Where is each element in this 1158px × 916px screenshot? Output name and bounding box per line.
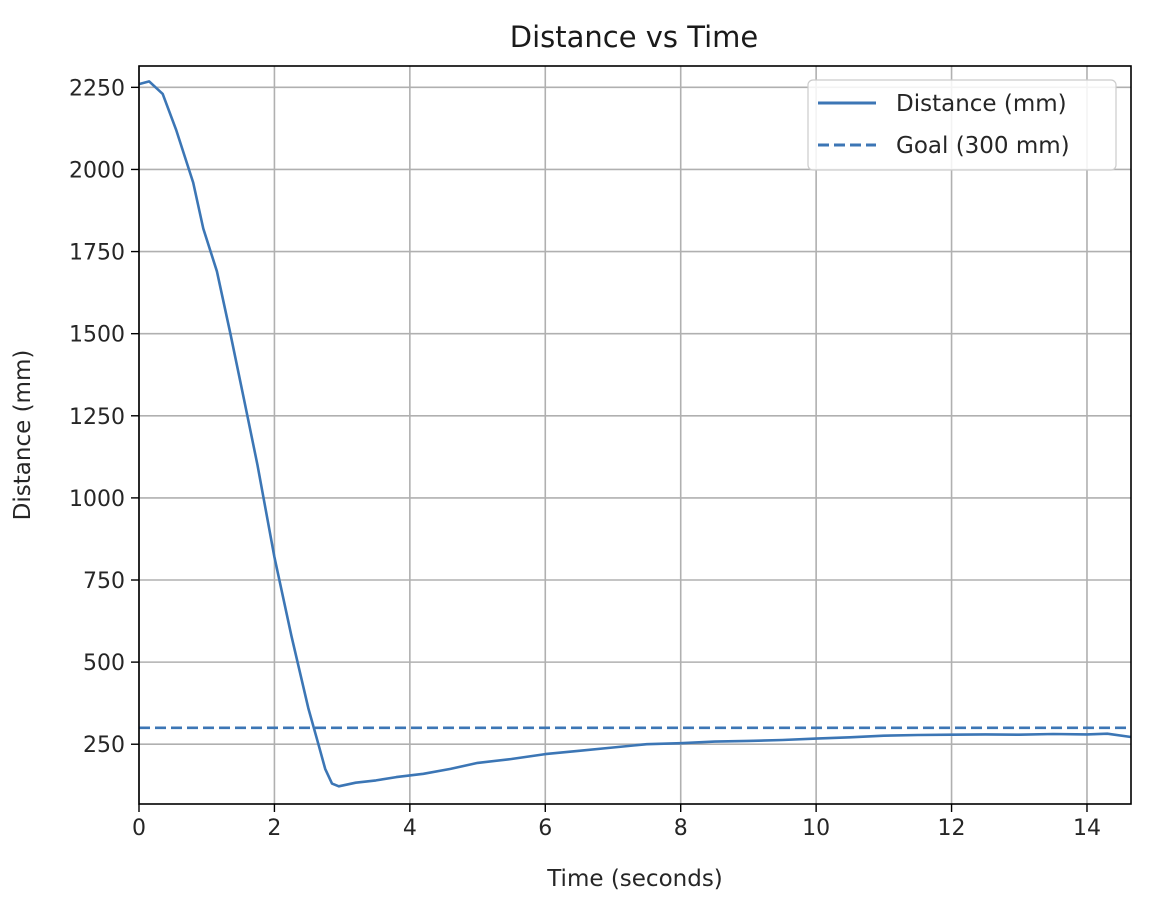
legend-box — [807, 79, 1117, 171]
y-tick-label: 1000 — [69, 487, 125, 512]
y-axis-ticks: 250 500 750 1000 1250 1500 1750 2000 2250 — [69, 76, 139, 758]
legend: Distance (mm) Goal (300 mm) — [807, 79, 1117, 171]
y-tick-label: 1500 — [69, 323, 125, 348]
x-tick-label: 0 — [132, 816, 146, 841]
plot-frame — [138, 65, 1132, 805]
x-tick-label: 4 — [403, 816, 417, 841]
legend-label-goal: Goal (300 mm) — [896, 133, 1070, 159]
x-tick-label: 10 — [802, 816, 830, 841]
x-tick-label: 2 — [267, 816, 281, 841]
y-tick-label: 1750 — [69, 241, 125, 266]
x-axis-title: Time (seconds) — [546, 866, 723, 892]
y-tick-label: 2000 — [69, 158, 125, 183]
y-tick-label: 1250 — [69, 405, 125, 430]
x-tick-label: 12 — [938, 816, 966, 841]
legend-label-distance: Distance (mm) — [896, 91, 1067, 117]
y-tick-label: 500 — [83, 651, 125, 676]
series-line-distance — [138, 80, 1132, 788]
grid-lines — [138, 66, 1131, 804]
y-tick-label: 250 — [83, 733, 125, 758]
chart-title: Distance vs Time — [510, 20, 758, 54]
x-tick-label: 8 — [674, 816, 688, 841]
series-group — [138, 80, 1132, 788]
y-tick-label: 2250 — [69, 76, 125, 101]
y-axis-title: Distance (mm) — [10, 350, 36, 521]
x-tick-label: 6 — [538, 816, 552, 841]
x-axis-ticks: 0 2 4 6 8 10 12 14 — [132, 804, 1101, 841]
y-tick-label: 750 — [83, 569, 125, 594]
x-tick-label: 14 — [1073, 816, 1101, 841]
